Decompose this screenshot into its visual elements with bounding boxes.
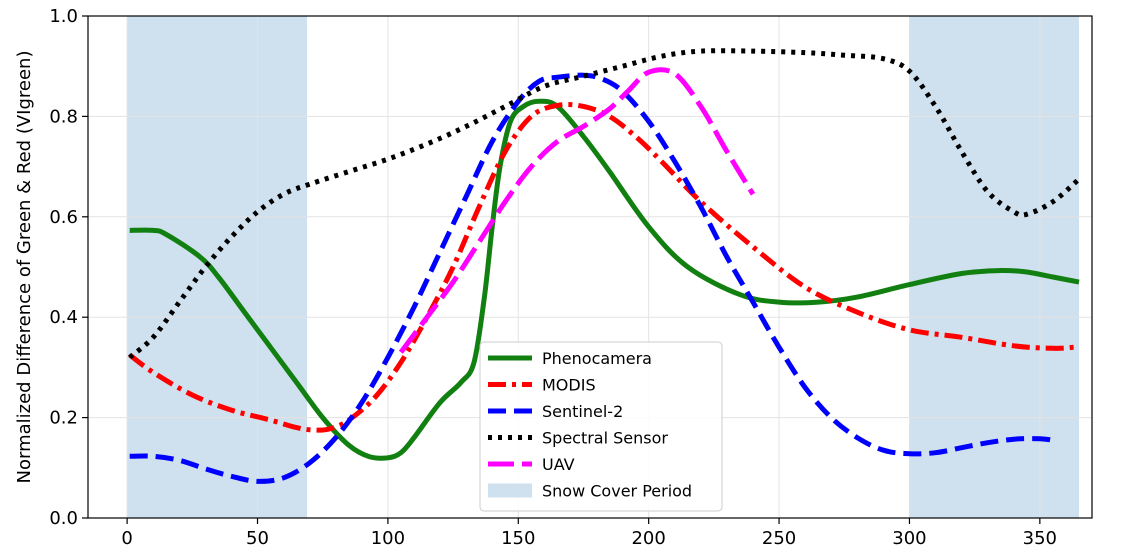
legend-label-phenocamera: Phenocamera [542,349,652,368]
x-tick-label-6: 300 [892,528,926,549]
x-tick-label-1: 50 [246,528,269,549]
snow-cover-region-0 [127,16,308,518]
series-line-spectral-sensor [128,48,1081,360]
legend-label-uav: UAV [542,455,575,474]
series-line-sentinel-2 [129,72,1054,484]
legend: Phenocamera MODIS Sentinel-2 Spectral Senso… [479,341,723,512]
x-tick-label-5: 250 [762,528,796,549]
y-tick-label-0: 0.0 [49,508,78,529]
legend-label-spectral-sensor: Spectral Sensor [542,429,668,448]
plot-frame [87,15,1093,519]
y-tick-label-2: 0.4 [49,307,78,328]
legend-box [479,341,723,512]
y-tick-label-4: 0.8 [49,106,78,127]
snow-cover-regions [127,16,1079,518]
series-line-phenocamera [129,98,1080,461]
axis-ticks: 0 50 100 150 200 250 300 350 0.0 0.2 0.4 0.6 0.8 1.0 [49,6,1057,549]
y-tick-label-3: 0.6 [49,207,78,228]
x-tick-label-2: 100 [371,528,405,549]
legend-label-sentinel-2: Sentinel-2 [542,402,623,421]
x-tick-label-4: 200 [631,528,665,549]
legend-swatch-snow-cover-period [488,483,532,498]
series-group [128,48,1081,484]
x-tick-label-7: 350 [1023,528,1057,549]
snow-cover-region-1 [909,16,1079,518]
legend-label-snow-cover-period: Snow Cover Period [542,482,692,501]
legend-label-modis: MODIS [542,376,596,395]
y-tick-label-5: 1.0 [49,6,78,27]
x-tick-label-3: 150 [501,528,535,549]
series-line-uav [398,67,756,354]
x-tick-label-0: 0 [121,528,132,549]
y-tick-label-1: 0.2 [49,408,78,429]
y-axis-label: Normalized Difference of Green & Red (VI… [14,51,35,484]
series-line-modis [128,101,1074,433]
grid [88,15,1092,519]
